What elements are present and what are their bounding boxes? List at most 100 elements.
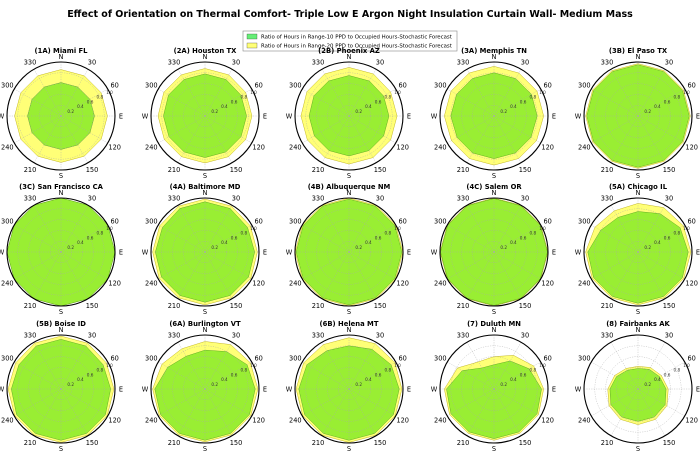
polar-frame [294, 61, 404, 171]
legend-label-ppd10: Ratio of Hours in Range-10 PPD to Occupi… [261, 35, 452, 41]
compass-label-n: N [203, 326, 208, 334]
grid-spoke [637, 115, 685, 144]
polar-frame [6, 334, 116, 444]
angle-tick-label: 330 [601, 332, 614, 340]
grid-spoke [60, 342, 89, 390]
compass-label-n: N [59, 189, 64, 197]
radial-tick-label: 0.4 [510, 104, 517, 109]
grid-spoke [637, 115, 666, 163]
radial-tick-label: 0.2 [500, 109, 507, 114]
panel-title: (3A) Memphis TN [461, 47, 527, 55]
angle-tick-label: 150 [230, 302, 243, 310]
radial-tick-label: 0.6 [664, 99, 671, 104]
angle-tick-label: 30 [376, 332, 384, 340]
angle-tick-label: 240 [145, 143, 158, 151]
panel-title: (7) Duluth MN [467, 320, 521, 328]
grid-spoke [60, 388, 89, 436]
compass-label-e: E [119, 112, 123, 120]
angle-tick-label: 30 [88, 59, 96, 67]
angle-tick-label: 120 [252, 279, 265, 287]
compass-label-w: W [142, 248, 149, 256]
angle-tick-label: 120 [541, 416, 554, 424]
radial-tick-label: 0.6 [87, 235, 94, 240]
radial-tick-label: 1.0 [539, 90, 546, 95]
angle-tick-label: 300 [1, 217, 14, 225]
grid-spoke [33, 205, 62, 253]
radial-tick-label: 0.8 [96, 368, 103, 373]
angle-tick-label: 60 [110, 81, 118, 89]
compass-label-w: W [142, 385, 149, 393]
angle-tick-label: 300 [1, 354, 14, 362]
radial-tick-label: 0.8 [673, 368, 680, 373]
radial-tick-label: 0.6 [87, 99, 94, 104]
grid-spoke [158, 251, 206, 280]
radial-tick-label: 0.2 [211, 245, 218, 250]
radial-tick-label: 0.4 [221, 104, 228, 109]
grid-spoke [33, 342, 62, 390]
angle-tick-label: 150 [374, 166, 387, 174]
grid-spoke [466, 69, 495, 117]
grid-spoke [302, 224, 350, 253]
angle-tick-label: 60 [543, 81, 551, 89]
grid-spoke [348, 88, 396, 117]
angle-tick-label: 150 [230, 166, 243, 174]
radial-tick-label: 0.2 [67, 109, 74, 114]
angle-tick-label: 240 [578, 279, 591, 287]
polar-frame [439, 61, 549, 171]
angle-tick-label: 330 [312, 195, 325, 203]
grid-spoke [321, 388, 350, 436]
angle-tick-label: 330 [168, 59, 181, 67]
angle-tick-label: 240 [145, 279, 158, 287]
angle-tick-label: 240 [578, 143, 591, 151]
compass-label-e: E [696, 385, 700, 393]
grid-spoke [348, 361, 396, 390]
grid-spoke [348, 251, 396, 280]
legend: Ratio of Hours in Range-10 PPD to Occupi… [242, 30, 458, 52]
grid-spoke [348, 388, 377, 436]
polar-panel: (6B) Helena MT 0.20.40.60.81.0 N S E W 30 60 120… [286, 320, 411, 452]
grid-spoke [591, 361, 639, 390]
radial-tick-label: 0.4 [654, 240, 661, 245]
panel-title: (1A) Miami FL [34, 47, 88, 55]
radial-tick-label: 1.0 [106, 226, 113, 231]
angle-tick-label: 120 [685, 279, 698, 287]
grid-spoke [60, 251, 108, 280]
grid-spoke [177, 115, 206, 163]
compass-label-e: E [407, 112, 411, 120]
chart-title: Effect of Orientation on Thermal Comfort… [67, 9, 633, 20]
angle-tick-label: 330 [457, 59, 470, 67]
compass-label-e: E [119, 248, 123, 256]
polar-panel: (5A) Chicago IL 0.20.40.60.81.0 N S E W 30 60 12… [575, 183, 700, 316]
radial-tick-label: 0.6 [375, 235, 382, 240]
compass-label-e: E [552, 248, 556, 256]
grid-spoke [591, 224, 639, 253]
angle-tick-label: 150 [519, 302, 532, 310]
compass-label-e: E [552, 112, 556, 120]
radial-tick-label: 0.4 [365, 377, 372, 382]
angle-tick-label: 60 [687, 81, 695, 89]
grid-spoke [177, 205, 206, 253]
angle-tick-label: 330 [168, 195, 181, 203]
angle-tick-label: 120 [396, 416, 409, 424]
panel-title: (8) Fairbanks AK [606, 320, 670, 328]
grid-spoke [637, 251, 666, 299]
compass-label-e: E [696, 112, 700, 120]
angle-tick-label: 60 [254, 217, 262, 225]
radial-tick-label: 0.2 [211, 382, 218, 387]
grid-spoke [33, 251, 62, 299]
angle-tick-label: 60 [398, 217, 406, 225]
angle-tick-label: 30 [232, 195, 240, 203]
radial-tick-label: 1.0 [394, 226, 401, 231]
grid-spoke [610, 342, 639, 390]
grid-spoke [14, 251, 62, 280]
compass-label-s: S [347, 445, 351, 452]
angle-tick-label: 210 [312, 166, 325, 174]
panel-title: (4A) Baltimore MD [170, 183, 241, 191]
angle-tick-label: 300 [145, 354, 158, 362]
grid-spoke [493, 115, 541, 144]
angle-tick-label: 210 [601, 166, 614, 174]
grid-spoke [60, 115, 108, 144]
grid-spoke [321, 115, 350, 163]
radial-tick-label: 1.0 [539, 226, 546, 231]
grid-spoke [637, 388, 666, 436]
